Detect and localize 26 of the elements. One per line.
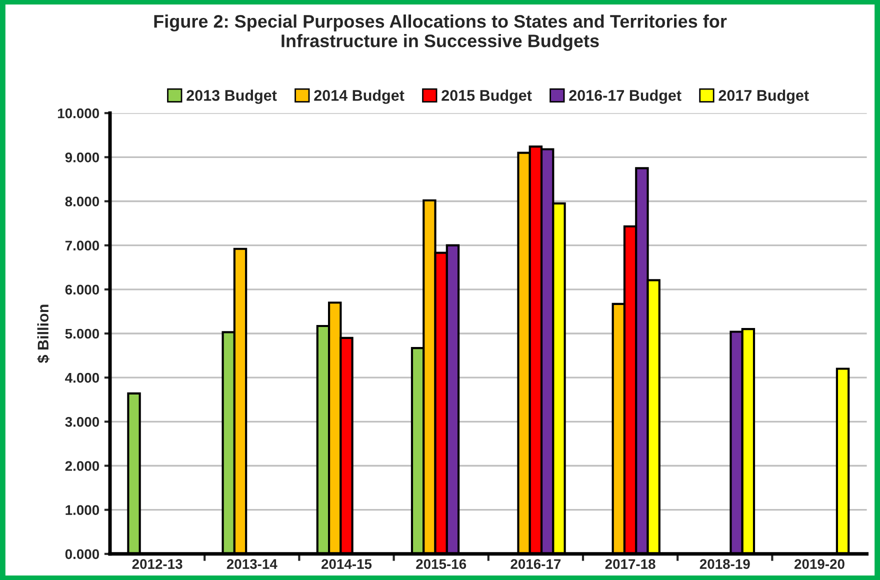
legend-label: 2017 Budget xyxy=(718,90,809,104)
chart-title: Figure 2: Special Purposes Allocations to States and Territories for Infrastructure in Successive Budgets xyxy=(154,14,727,51)
x-tick-label: 2018-19 xyxy=(700,559,750,569)
y-axis-title: $ Billion xyxy=(37,304,50,364)
y-tick-label: 6.000 xyxy=(65,284,100,295)
legend-label: 2016-17 Budget xyxy=(569,90,682,104)
y-tick-label: 3.000 xyxy=(65,416,100,427)
x-tick-label: 2019-20 xyxy=(794,559,844,569)
legend-label: 2015 Budget xyxy=(442,90,532,104)
y-tick-label: 9.000 xyxy=(65,152,100,162)
y-tick-label: 8.000 xyxy=(65,196,100,206)
x-tick-label: 2015-16 xyxy=(416,559,466,569)
x-tick-label: 2012-13 xyxy=(132,559,182,569)
y-tick-label: 2.000 xyxy=(65,461,100,471)
x-tick-label: 2013-14 xyxy=(226,559,278,569)
legend-label: 2014 Budget xyxy=(314,90,404,104)
y-tick-label: 1.000 xyxy=(66,505,100,515)
y-tick-label: 0.000 xyxy=(65,549,100,560)
y-tick-label: 10.000 xyxy=(58,108,100,118)
x-tick-label: 2014-15 xyxy=(322,559,372,569)
legend-label: 2013 Budget xyxy=(186,90,277,104)
y-tick-label: 5.000 xyxy=(65,328,100,339)
y-tick-label: 4.000 xyxy=(65,372,100,383)
y-tick-label: 7.000 xyxy=(65,240,100,251)
x-tick-label: 2016-17 xyxy=(510,559,561,569)
x-tick-label: 2017-18 xyxy=(605,559,656,569)
